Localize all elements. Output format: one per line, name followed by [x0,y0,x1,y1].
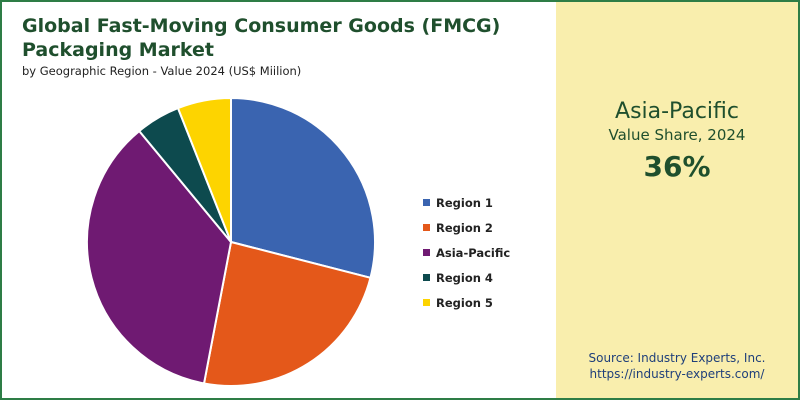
pie-slice-region-2 [202,240,372,387]
legend-item-region-5: Region 5 [423,290,510,315]
legend-item-region-4: Region 4 [423,265,510,290]
chart-panel: Global Fast-Moving Consumer Goods (FMCG)… [2,2,556,398]
legend-swatch [423,224,430,231]
source-name: Source: Industry Experts, Inc. [588,351,766,365]
legend-label: Region 2 [436,220,493,235]
legend-item-asia-pacific: Asia-Pacific [423,240,510,265]
pie-slice-region-1 [230,96,376,280]
chart-title: Global Fast-Moving Consumer Goods (FMCG)… [22,15,501,61]
pie-slice-asia-pacific [86,129,233,385]
highlight-panel: Asia-Pacific Value Share, 2024 36% Sourc… [556,2,798,398]
source-note: Source: Industry Experts, Inc. https://i… [556,350,798,382]
legend-label: Region 1 [436,195,493,210]
legend-swatch [423,299,430,306]
pie-chart [86,96,376,387]
highlight-label: Value Share, 2024 [608,126,746,144]
legend-label: Asia-Pacific [436,245,511,260]
legend-label: Region 4 [436,270,493,285]
highlight-value: 36% [643,150,711,183]
legend-label: Region 5 [436,295,493,310]
legend-item-region-1: Region 1 [423,190,510,215]
source-url: https://industry-experts.com/ [589,367,765,381]
pie-slice-region-5 [176,96,232,243]
legend-swatch [423,249,430,256]
chart-subtitle: by Geographic Region - Value 2024 (US$ M… [22,64,302,78]
chart-legend: Region 1 Region 2 Asia-Pacific Region 4 Regi… [423,190,510,315]
legend-swatch [423,199,430,206]
legend-swatch [423,274,430,281]
legend-item-region-2: Region 2 [423,215,510,240]
highlight-region: Asia-Pacific [615,99,739,124]
